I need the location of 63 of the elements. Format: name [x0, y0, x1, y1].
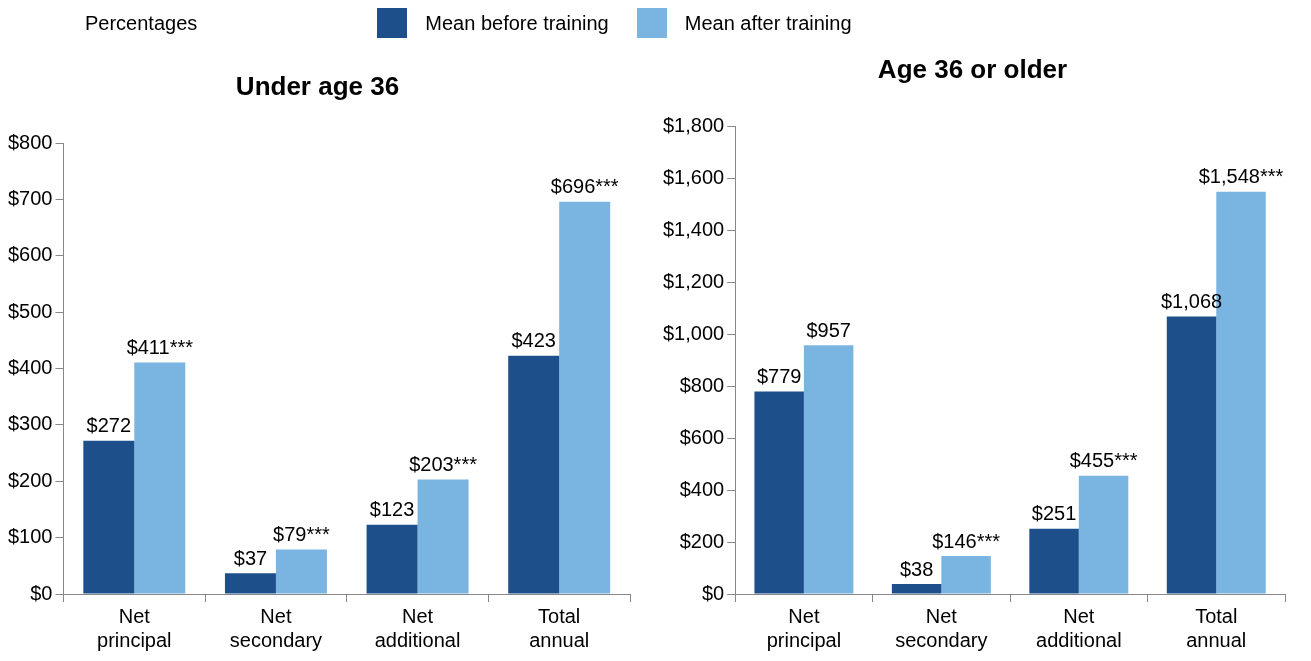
chart-title: Under age 36	[235, 70, 400, 101]
bar	[1166, 316, 1217, 594]
y-tick-label: $1,400	[663, 217, 725, 240]
bar	[275, 549, 327, 594]
bar	[134, 362, 186, 594]
y-tick-label: $800	[679, 373, 725, 396]
data-label: $423	[511, 329, 556, 352]
data-label: $272	[86, 414, 132, 437]
legend-label: Mean before training	[425, 11, 609, 35]
data-label: $696***	[550, 175, 619, 198]
x-tick-label: Total annual	[1186, 604, 1247, 651]
data-label: $957	[806, 318, 851, 341]
bar	[754, 391, 804, 594]
bar	[559, 201, 611, 594]
data-label: $38	[899, 557, 934, 580]
data-label: $37	[233, 546, 268, 569]
data-label: $146***	[932, 529, 1001, 552]
data-label: $455***	[1069, 449, 1138, 472]
data-label: $1,068	[1160, 289, 1223, 312]
bar	[1078, 475, 1129, 594]
y-tick-label: $200	[7, 468, 53, 491]
bar	[1029, 528, 1079, 594]
y-tick-label: $800	[7, 130, 53, 153]
data-label: $411***	[126, 335, 194, 358]
y-tick-label: $1,000	[663, 321, 725, 344]
y-tick-label: $300	[7, 412, 53, 435]
y-tick-label: $400	[7, 356, 53, 379]
y-tick-label: $400	[679, 477, 725, 500]
chart-title: Age 36 or older	[877, 53, 1068, 84]
y-tick-label: $500	[7, 299, 53, 322]
bar	[508, 355, 560, 594]
data-label: $79***	[273, 523, 330, 545]
y-tick-label: $0	[30, 581, 53, 604]
data-label: $123	[369, 498, 415, 521]
bar	[891, 584, 942, 594]
data-label: $251	[1031, 502, 1077, 525]
x-tick-label: Net principal	[766, 604, 842, 651]
data-label: $779	[756, 365, 802, 388]
bar	[224, 573, 276, 594]
y-tick-label: $200	[679, 529, 725, 552]
y-tick-label: $1,200	[663, 269, 725, 292]
y-tick-label: $600	[7, 243, 53, 266]
x-tick-label: Net additional	[374, 604, 461, 651]
bar	[366, 524, 418, 594]
x-tick-label: Net secondary	[229, 604, 323, 651]
legend-label: Mean after training	[684, 11, 852, 35]
x-tick-label: Net additional	[1036, 604, 1122, 651]
y-tick-label: $100	[7, 525, 53, 548]
y-tick-label: $600	[679, 425, 725, 448]
x-tick-label: Net principal	[97, 604, 172, 651]
y-tick-label: $1,800	[663, 113, 725, 136]
data-label: $1,548***	[1198, 165, 1284, 188]
bar	[417, 479, 469, 594]
y-tick-label: $1,600	[663, 165, 725, 188]
data-label: $203***	[409, 453, 478, 476]
bar	[803, 345, 854, 594]
bar	[941, 556, 991, 594]
x-tick-label: Total annual	[529, 604, 590, 651]
y-tick-label: $0	[701, 581, 725, 604]
legend-title: Percentages	[85, 11, 198, 35]
y-tick-label: $700	[7, 187, 53, 210]
bar	[83, 440, 135, 594]
x-tick-label: Net secondary	[895, 604, 988, 651]
